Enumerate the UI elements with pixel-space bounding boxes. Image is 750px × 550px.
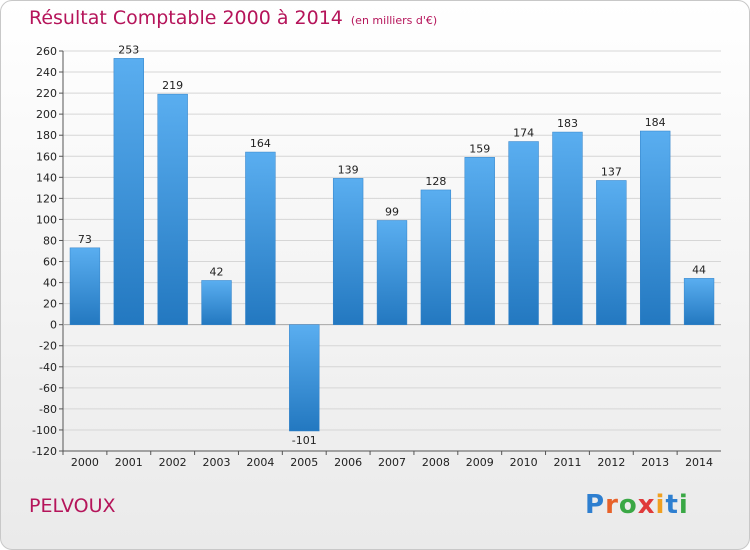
data-label-2003: 42 — [210, 265, 224, 278]
x-tick-label: 2011 — [553, 456, 581, 469]
bar-2006 — [332, 178, 364, 325]
y-tick-label: 240 — [36, 66, 57, 79]
x-tick-label: 2007 — [378, 456, 406, 469]
x-tick-label: 2014 — [685, 456, 713, 469]
bar-2004 — [245, 151, 276, 325]
data-label-2000: 73 — [78, 233, 92, 246]
x-tick-label: 2010 — [510, 456, 538, 469]
data-label-2014: 44 — [692, 263, 706, 276]
bar-2012 — [596, 180, 627, 325]
y-tick-label: 80 — [43, 234, 57, 247]
logo-letter: i — [655, 490, 666, 520]
x-tick-label: 2003 — [203, 456, 231, 469]
commune-name: PELVOUX — [29, 495, 116, 517]
y-tick-label: 60 — [43, 256, 57, 269]
y-tick-label: -100 — [32, 424, 57, 437]
data-label-2001: 253 — [118, 43, 139, 56]
bar-2000 — [69, 247, 101, 325]
y-tick-label: 220 — [36, 87, 57, 100]
x-tick-label: 2002 — [159, 456, 187, 469]
y-tick-label: -60 — [39, 382, 57, 395]
logo-letter: r — [605, 490, 619, 520]
data-label-2011: 183 — [557, 117, 578, 130]
data-label-2008: 128 — [425, 175, 446, 188]
bar-2001 — [113, 58, 144, 325]
y-tick-label: -120 — [32, 445, 57, 458]
proxiti-logo: Proxiti — [585, 490, 689, 520]
x-tick-label: 2012 — [597, 456, 625, 469]
chart-title-text: Résultat Comptable 2000 à 2014 — [29, 7, 343, 29]
y-tick-label: -40 — [39, 361, 57, 374]
y-tick-label: 20 — [43, 298, 57, 311]
data-label-2013: 184 — [645, 116, 666, 129]
bar-2008 — [420, 189, 452, 325]
x-tick-label: 2001 — [115, 456, 143, 469]
x-tick-label: 2009 — [466, 456, 494, 469]
data-label-2002: 219 — [162, 79, 183, 92]
data-label-2009: 159 — [469, 142, 490, 155]
chart-title: Résultat Comptable 2000 à 2014 (en millie… — [29, 7, 437, 29]
bar-2009 — [464, 157, 495, 325]
bar-2011 — [552, 131, 583, 325]
bar-2002 — [157, 93, 188, 325]
data-label-2012: 137 — [601, 165, 622, 178]
logo-letter: x — [637, 490, 656, 520]
logo-letter: P — [585, 490, 606, 520]
y-tick-label: -20 — [39, 340, 57, 353]
data-labels: 73 253 219 42 164 -101 139 99 128 159 174 183 137 184… — [78, 43, 706, 447]
y-tick-label: 260 — [36, 45, 57, 58]
y-tick-label: 140 — [36, 171, 57, 184]
logo-letter: i — [678, 490, 689, 520]
y-tick-label: 0 — [50, 319, 57, 332]
y-tick-label: 40 — [43, 277, 57, 290]
axes: 260240220200180160140120100806040200-20-… — [32, 45, 721, 469]
bars — [69, 58, 715, 432]
y-tick-label: -80 — [39, 403, 57, 416]
data-label-2010: 174 — [513, 127, 534, 140]
y-tick-label: 120 — [36, 192, 57, 205]
x-tick-label: 2013 — [641, 456, 669, 469]
bar-2003 — [201, 280, 232, 325]
bar-2014 — [683, 278, 715, 325]
bar-2005 — [289, 324, 320, 432]
data-label-2005: -101 — [292, 434, 317, 447]
x-tick-label: 2006 — [334, 456, 362, 469]
y-tick-label: 200 — [36, 108, 57, 121]
x-tick-label: 2005 — [290, 456, 318, 469]
data-label-2004: 164 — [250, 137, 271, 150]
logo-letter: t — [665, 490, 679, 520]
x-tick-label: 2004 — [246, 456, 274, 469]
logo-letter: o — [618, 490, 638, 520]
y-tick-label: 160 — [36, 150, 57, 163]
y-tick-label: 180 — [36, 129, 57, 142]
bar-2010 — [508, 141, 539, 325]
bar-2013 — [640, 130, 671, 325]
y-tick-label: 100 — [36, 213, 57, 226]
data-label-2006: 139 — [338, 163, 359, 176]
x-tick-label: 2008 — [422, 456, 450, 469]
bar-2007 — [376, 220, 408, 325]
data-label-2007: 99 — [385, 205, 399, 218]
chart-subtitle: (en milliers d'€) — [350, 14, 438, 27]
x-tick-label: 2000 — [71, 456, 99, 469]
